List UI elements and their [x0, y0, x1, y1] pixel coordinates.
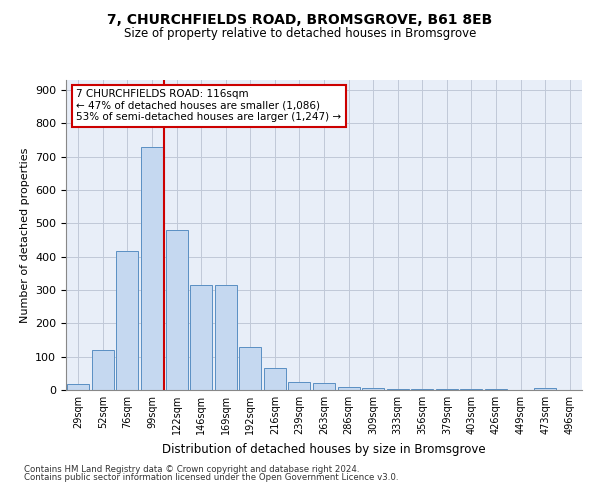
Bar [362, 388, 384, 390]
Text: Size of property relative to detached houses in Bromsgrove: Size of property relative to detached ho… [124, 28, 476, 40]
Bar [289, 382, 310, 390]
Bar [141, 146, 163, 390]
Bar [534, 388, 556, 390]
Bar [67, 384, 89, 390]
Bar [190, 285, 212, 390]
Text: Contains HM Land Registry data © Crown copyright and database right 2024.: Contains HM Land Registry data © Crown c… [24, 465, 359, 474]
Bar [239, 346, 262, 390]
Bar [411, 389, 433, 390]
Bar [92, 350, 114, 390]
Text: Distribution of detached houses by size in Bromsgrove: Distribution of detached houses by size … [162, 442, 486, 456]
Bar [166, 230, 188, 390]
Text: Contains public sector information licensed under the Open Government Licence v3: Contains public sector information licen… [24, 472, 398, 482]
Bar [313, 384, 335, 390]
Text: 7, CHURCHFIELDS ROAD, BROMSGROVE, B61 8EB: 7, CHURCHFIELDS ROAD, BROMSGROVE, B61 8E… [107, 12, 493, 26]
Bar [338, 386, 359, 390]
Bar [264, 368, 286, 390]
Y-axis label: Number of detached properties: Number of detached properties [20, 148, 29, 322]
Bar [215, 285, 237, 390]
Bar [116, 250, 139, 390]
Bar [386, 389, 409, 390]
Bar [436, 389, 458, 390]
Text: 7 CHURCHFIELDS ROAD: 116sqm
← 47% of detached houses are smaller (1,086)
53% of : 7 CHURCHFIELDS ROAD: 116sqm ← 47% of det… [76, 90, 341, 122]
